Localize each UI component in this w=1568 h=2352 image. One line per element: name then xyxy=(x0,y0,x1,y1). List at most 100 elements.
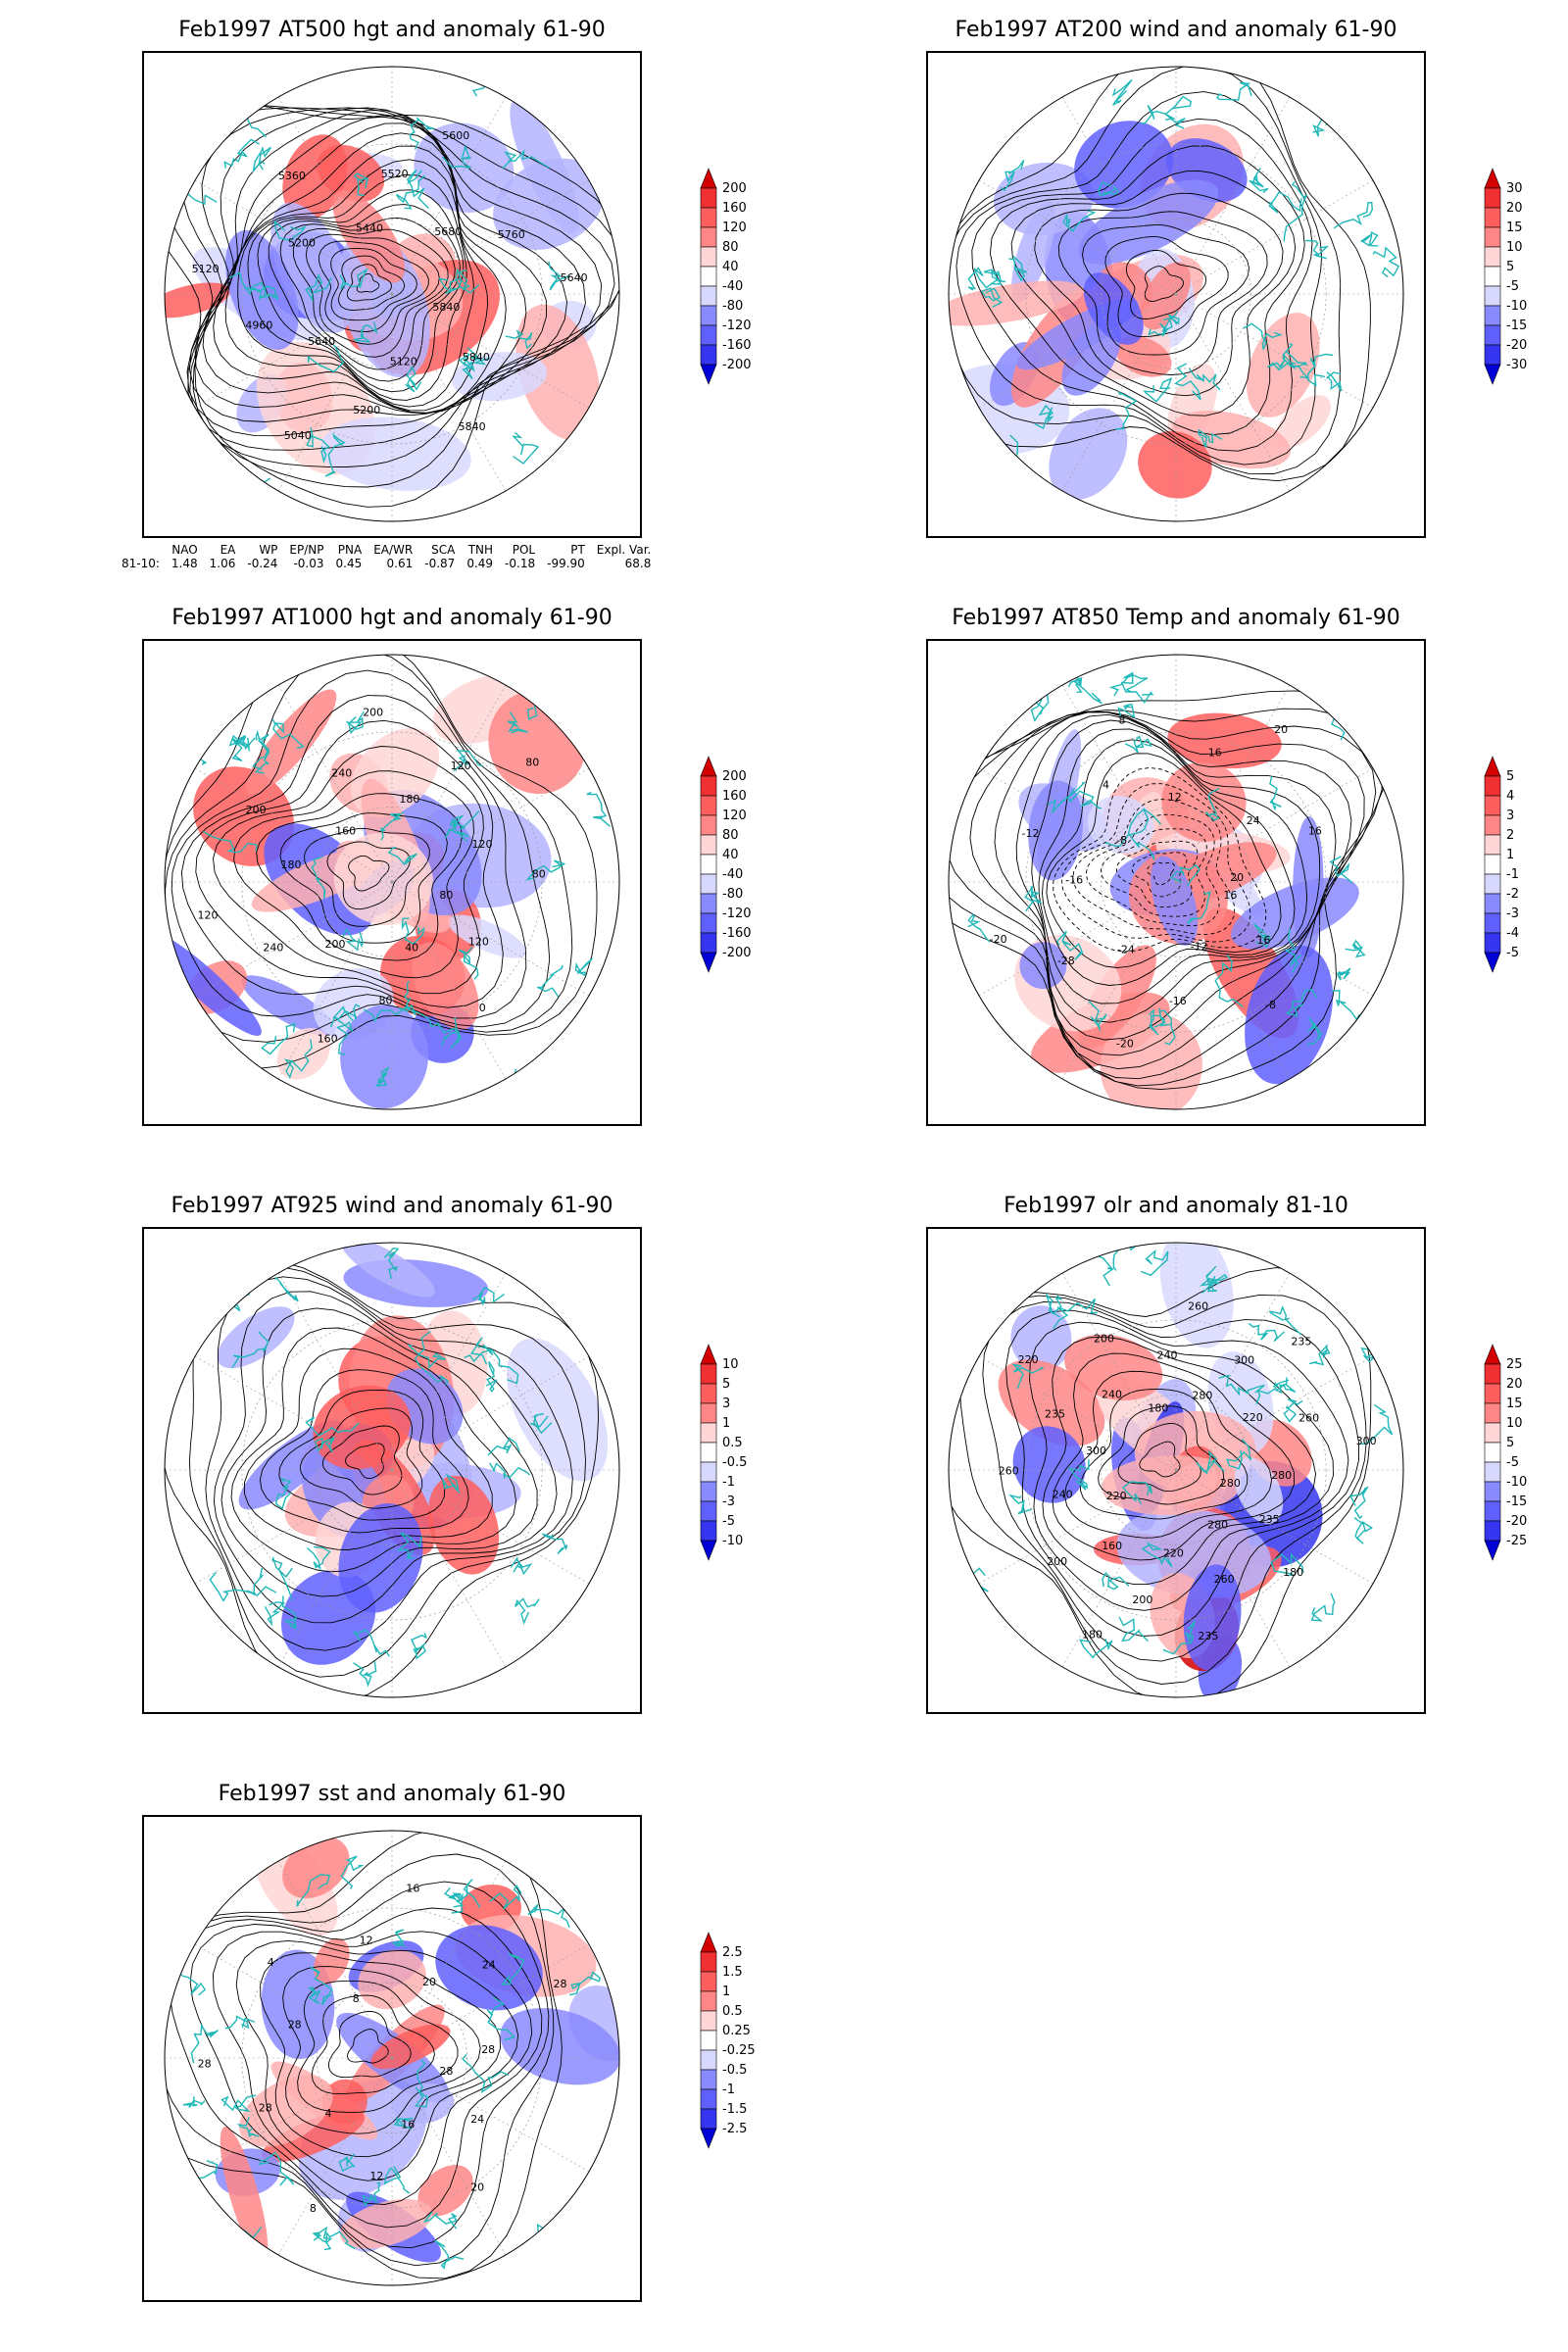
contour-label: 160 xyxy=(335,825,356,838)
contour-label: 8 xyxy=(310,2202,317,2215)
contour-label: 120 xyxy=(472,838,493,851)
contour-label: 5440 xyxy=(356,221,383,234)
colorbar-label: -200 xyxy=(722,946,752,960)
colorbar-label: -20 xyxy=(1506,1514,1527,1529)
contour-label: 8 xyxy=(353,1992,360,2005)
colorbar-label: -5 xyxy=(1506,1455,1519,1470)
index-value: 68.8 xyxy=(624,557,652,570)
contour-label: 235 xyxy=(1259,1513,1280,1526)
colorbar-label: -30 xyxy=(1506,358,1527,372)
colorbar-label: -1 xyxy=(1506,867,1519,882)
index-value: 0.45 xyxy=(335,557,363,570)
contour-label: -28 xyxy=(1057,955,1075,967)
contour-label: 4960 xyxy=(245,318,272,331)
colorbar-label: -40 xyxy=(722,279,743,294)
contour-label: 180 xyxy=(1082,1629,1102,1642)
colorbar: 10 5 3 1 0.5 -0.5 -1 -3 -5 -10 xyxy=(693,1344,771,1619)
colorbar-label: -1 xyxy=(722,2082,735,2097)
panel-title: Feb1997 AT200 wind and anomaly 61-90 xyxy=(955,18,1397,42)
graticule xyxy=(165,67,619,521)
colorbar: 200 160 120 80 40 -40 -80 -120 -160 -200 xyxy=(693,168,771,443)
contour-label: 160 xyxy=(318,1033,338,1046)
contour-label: 280 xyxy=(1220,1477,1241,1490)
colorbar-label: 1.5 xyxy=(722,1965,743,1980)
colorbar-label: 2.5 xyxy=(722,1945,743,1960)
contour-label: 80 xyxy=(525,756,539,768)
colorbar: 5 4 3 2 1 -1 -2 -3 -4 -5 xyxy=(1477,756,1555,1031)
colorbar-label: -120 xyxy=(722,906,752,921)
index-header: WP xyxy=(259,543,278,557)
contour-label: 24 xyxy=(482,1959,496,1972)
colorbar-label: -25 xyxy=(1506,1534,1527,1548)
contour-label: 28 xyxy=(198,2057,212,2070)
contour-label: 16 xyxy=(401,2119,415,2132)
colorbar-label: -0.5 xyxy=(722,2063,747,2078)
polar-map: 5840 5840 5840 5120 5200 5040 5640 4960 5120 5200… xyxy=(142,51,642,538)
colorbar-label: -120 xyxy=(722,318,752,333)
index-header: NAO xyxy=(172,543,198,557)
panel-title: Feb1997 sst and anomaly 61-90 xyxy=(218,1782,566,1806)
index-header: SCA xyxy=(431,543,456,557)
contour-label: 28 xyxy=(259,2101,272,2114)
contour-label: 40 xyxy=(405,942,418,955)
contour-label: 120 xyxy=(468,936,489,949)
colorbar-label: 20 xyxy=(1506,1377,1523,1392)
contour-label: 80 xyxy=(379,995,393,1007)
colorbar-label: 20 xyxy=(1506,201,1523,216)
contour-label: 12 xyxy=(360,1935,373,1947)
colorbar: 25 20 15 10 5 -5 -10 -15 -20 -25 xyxy=(1477,1344,1555,1619)
colorbar-label: -2 xyxy=(1506,887,1519,902)
index-value: 0.49 xyxy=(466,557,494,570)
contour-label: 5200 xyxy=(353,404,380,416)
contour-label: 16 xyxy=(1208,746,1222,759)
panel-title: Feb1997 AT850 Temp and anomaly 61-90 xyxy=(952,606,1400,630)
polar-map: 28 24 20 16 12 8 4 28 28 28 4 8 12 16 20 24 28 28 xyxy=(142,1815,642,2302)
graticule xyxy=(949,1243,1403,1697)
colorbar-label: 200 xyxy=(722,181,747,196)
contour-label: 180 xyxy=(1148,1402,1168,1415)
colorbar-label: 2 xyxy=(1506,828,1514,843)
colorbar-label: 160 xyxy=(722,201,747,216)
contour-label: 220 xyxy=(1018,1353,1039,1366)
graticule xyxy=(165,655,619,1109)
colorbar-label: 5 xyxy=(722,1377,730,1392)
contour-label: 20 xyxy=(470,2180,484,2193)
colorbar-label: -0.25 xyxy=(722,2043,756,2058)
contour-label: 240 xyxy=(331,766,352,779)
index-header: EA xyxy=(220,543,236,557)
contour-label: 220 xyxy=(1163,1547,1184,1560)
contour-label: 240 xyxy=(1102,1389,1122,1401)
colorbar-label: -40 xyxy=(722,867,743,882)
contour-label: 5840 xyxy=(463,351,490,364)
contour-label: 200 xyxy=(1132,1593,1152,1606)
contour-label: 200 xyxy=(363,706,383,718)
colorbar-label: 40 xyxy=(722,260,739,274)
contour-label: 0 xyxy=(479,1002,486,1014)
colorbar-label: 3 xyxy=(1506,808,1514,823)
index-value: -0.18 xyxy=(505,557,536,570)
colorbar-label: -80 xyxy=(722,887,743,902)
contour-label: 5200 xyxy=(288,237,316,250)
index-value: 1.48 xyxy=(171,557,198,570)
colorbar: 2.5 1.5 1 0.5 0.25 -0.25 -0.5 -1 -1.5 -2.5 xyxy=(693,1932,771,2207)
contour-label: -24 xyxy=(1117,943,1135,956)
contour-label: 180 xyxy=(281,858,302,871)
contour-label: 300 xyxy=(1356,1435,1377,1447)
contour-label: 235 xyxy=(1291,1336,1311,1348)
colorbar-label: -0.5 xyxy=(722,1455,747,1470)
colorbar-label: -10 xyxy=(722,1534,743,1548)
contour-label: 28 xyxy=(288,2018,302,2031)
contour-label: 160 xyxy=(1102,1540,1122,1552)
teleconnection-index-table: NAO EA WP EP/NP PNA EA/WR SCA TNH POL PT Expl. Var… xyxy=(116,543,657,570)
contour-label: 120 xyxy=(451,760,471,772)
colorbar-label: 3 xyxy=(722,1396,730,1411)
contour-label: 5680 xyxy=(434,225,462,238)
colorbar-label: -5 xyxy=(722,1514,735,1529)
contour-label: 4 xyxy=(268,1956,274,1969)
panel-title: Feb1997 AT1000 hgt and anomaly 61-90 xyxy=(172,606,612,630)
contour-label: 5040 xyxy=(284,429,312,442)
index-value: 0.61 xyxy=(386,557,414,570)
panel-title: Feb1997 AT925 wind and anomaly 61-90 xyxy=(171,1194,613,1218)
colorbar-label: 160 xyxy=(722,789,747,804)
colorbar-label: -15 xyxy=(1506,318,1527,333)
